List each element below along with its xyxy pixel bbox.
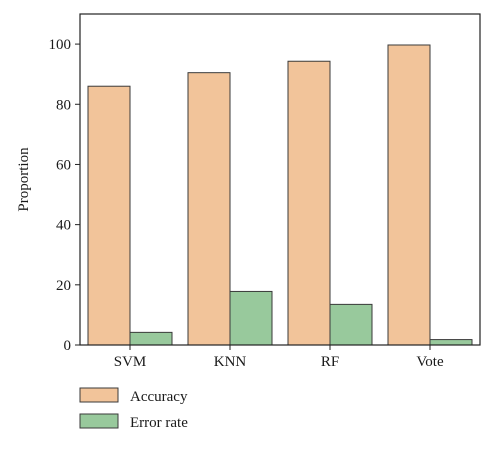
y-tick-label: 20 <box>56 278 71 294</box>
bar-accuracy-svm <box>87 85 131 346</box>
bar-error-rate-rf <box>329 303 373 346</box>
legend-label-accuracy: Accuracy <box>130 389 188 405</box>
x-tick-label: Vote <box>416 354 444 370</box>
legend-swatch-error-rate <box>79 413 119 429</box>
bar-error-rate-svm <box>129 331 173 346</box>
x-tick-label: RF <box>321 354 339 370</box>
bar-accuracy-knn <box>187 72 231 346</box>
y-axis-label: Proportion <box>16 147 32 212</box>
y-tick-label: 60 <box>56 157 71 173</box>
plot-frame <box>79 13 481 346</box>
bar-error-rate-vote <box>429 339 473 346</box>
y-tick-label: 80 <box>56 97 71 113</box>
x-tick-label: KNN <box>214 354 247 370</box>
bar-accuracy-vote <box>387 44 431 346</box>
x-tick-label: SVM <box>114 354 147 370</box>
bar-error-rate-knn <box>229 290 273 346</box>
legend-swatch-accuracy <box>79 387 119 403</box>
y-tick-label: 100 <box>49 37 72 53</box>
bar-accuracy-rf <box>287 60 331 346</box>
legend: Accuracy Error rate <box>79 387 188 431</box>
legend-label-error-rate: Error rate <box>130 415 188 431</box>
y-tick-label: 40 <box>56 218 71 234</box>
y-tick-label: 0 <box>64 338 72 354</box>
plot-area: SVM KNN RF Vote 0 20 40 60 80 100 <box>49 13 481 370</box>
